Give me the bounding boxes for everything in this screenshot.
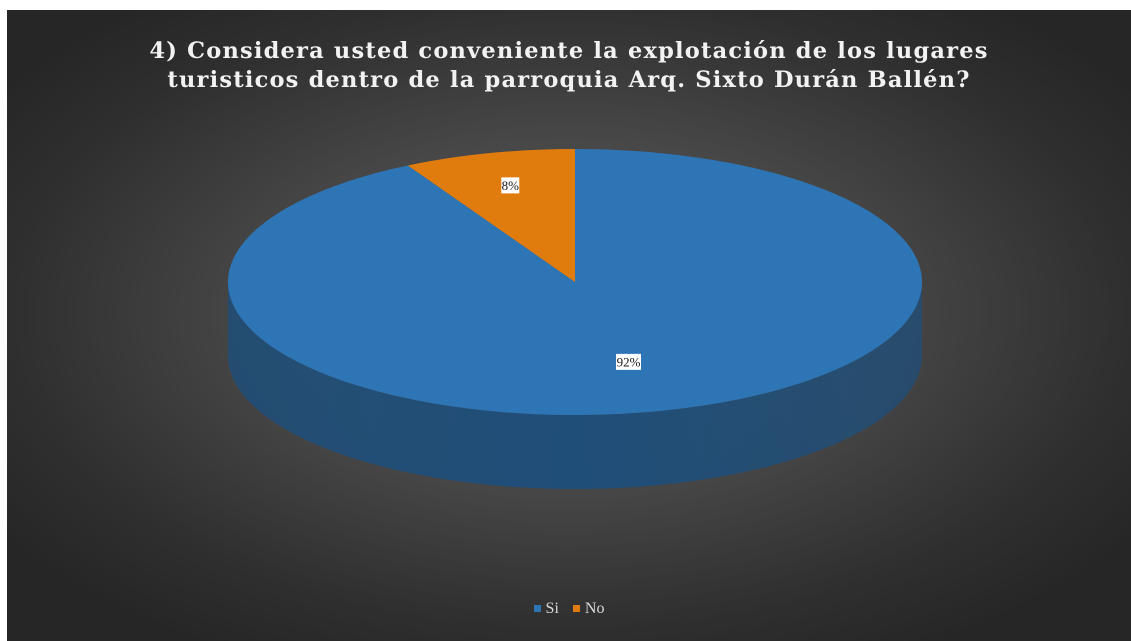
data-label-no: 8%	[502, 178, 520, 193]
pie-side-si	[228, 282, 922, 489]
data-label-si: 92%	[617, 354, 641, 369]
chart-area: 4) Considera usted conveniente la explot…	[7, 10, 1131, 641]
data-label-bg	[501, 177, 520, 194]
legend-swatch	[572, 604, 580, 612]
legend: Si No	[7, 600, 1131, 618]
pie-slice-no	[407, 149, 575, 282]
legend-label: Si	[545, 600, 559, 617]
pie-chart: 92% 8%	[227, 149, 923, 489]
chart-title: 4) Considera usted conveniente la explot…	[149, 38, 989, 93]
legend-swatch	[533, 604, 541, 612]
legend-item-no: No	[572, 600, 605, 618]
legend-label: No	[584, 600, 605, 617]
data-label-bg	[616, 353, 642, 370]
legend-item-si: Si	[533, 600, 559, 618]
